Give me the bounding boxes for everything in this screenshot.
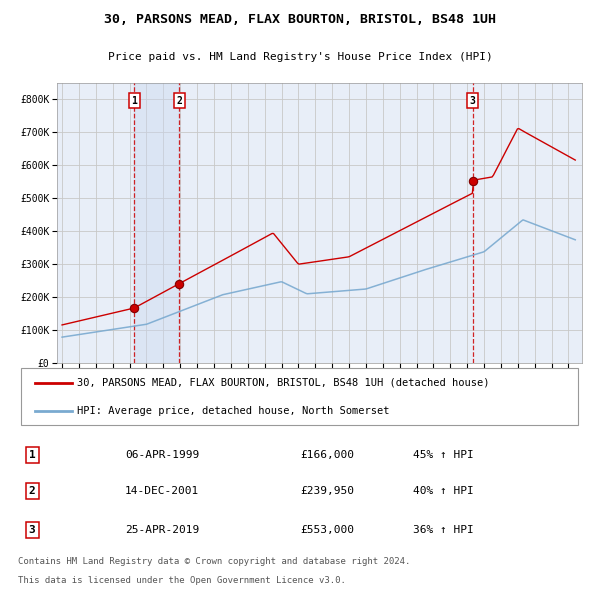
- Text: 3: 3: [470, 96, 476, 106]
- Text: 30, PARSONS MEAD, FLAX BOURTON, BRISTOL, BS48 1UH (detached house): 30, PARSONS MEAD, FLAX BOURTON, BRISTOL,…: [77, 378, 490, 388]
- Text: 1: 1: [131, 96, 137, 106]
- Text: £553,000: £553,000: [300, 525, 354, 535]
- Text: Contains HM Land Registry data © Crown copyright and database right 2024.: Contains HM Land Registry data © Crown c…: [18, 558, 410, 566]
- Text: 2: 2: [176, 96, 182, 106]
- Text: 30, PARSONS MEAD, FLAX BOURTON, BRISTOL, BS48 1UH: 30, PARSONS MEAD, FLAX BOURTON, BRISTOL,…: [104, 14, 496, 27]
- Text: 45% ↑ HPI: 45% ↑ HPI: [413, 450, 473, 460]
- Text: 2: 2: [29, 486, 35, 496]
- Text: 40% ↑ HPI: 40% ↑ HPI: [413, 486, 473, 496]
- Text: 14-DEC-2001: 14-DEC-2001: [125, 486, 199, 496]
- Text: 1: 1: [29, 450, 35, 460]
- Text: £239,950: £239,950: [300, 486, 354, 496]
- Text: £166,000: £166,000: [300, 450, 354, 460]
- Text: 25-APR-2019: 25-APR-2019: [125, 525, 199, 535]
- FancyBboxPatch shape: [21, 368, 578, 425]
- Text: This data is licensed under the Open Government Licence v3.0.: This data is licensed under the Open Gov…: [18, 576, 346, 585]
- Bar: [134, 83, 179, 363]
- Text: Price paid vs. HM Land Registry's House Price Index (HPI): Price paid vs. HM Land Registry's House …: [107, 53, 493, 63]
- Text: 06-APR-1999: 06-APR-1999: [125, 450, 199, 460]
- Text: 36% ↑ HPI: 36% ↑ HPI: [413, 525, 473, 535]
- Text: HPI: Average price, detached house, North Somerset: HPI: Average price, detached house, Nort…: [77, 406, 390, 416]
- Text: 3: 3: [29, 525, 35, 535]
